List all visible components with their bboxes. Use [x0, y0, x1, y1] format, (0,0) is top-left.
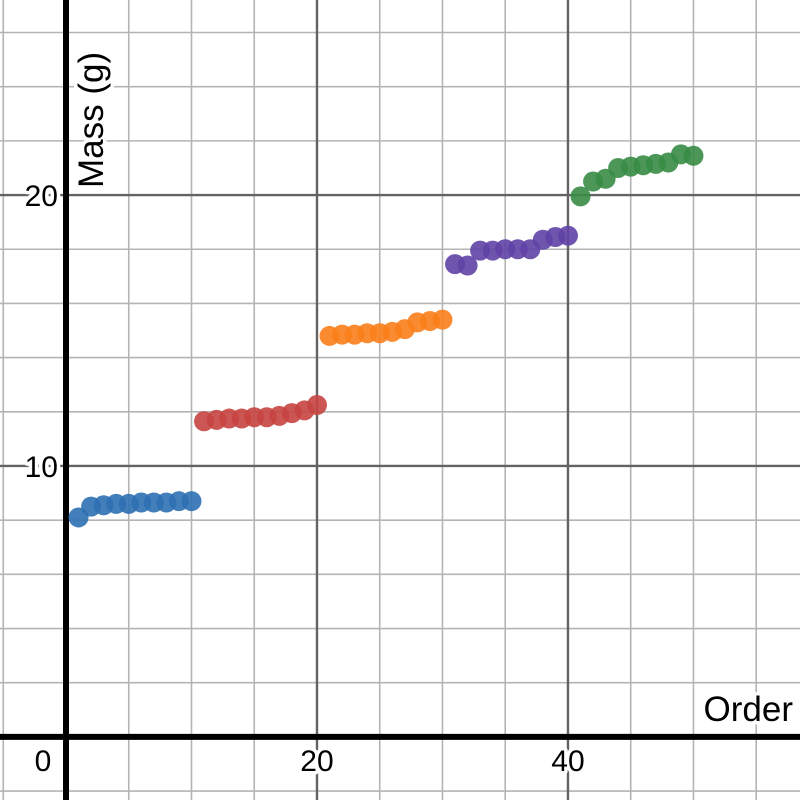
- data-point-cluster-2-red[interactable]: [306, 395, 327, 416]
- data-point-cluster-1-blue[interactable]: [181, 491, 202, 512]
- x-tick-label-40: 40: [551, 745, 584, 778]
- y-axis-title: Mass (g): [72, 52, 111, 188]
- data-point-cluster-5-green[interactable]: [683, 145, 704, 166]
- data-point-cluster-4-purple[interactable]: [557, 225, 578, 246]
- x-axis-title: Order: [704, 690, 794, 729]
- data-point-cluster-3-orange[interactable]: [432, 309, 453, 330]
- x-tick-label-0: 0: [35, 745, 52, 778]
- y-tick-label-20: 20: [25, 180, 58, 213]
- y-tick-label-10: 10: [25, 451, 58, 484]
- data-point-cluster-4-purple[interactable]: [457, 255, 478, 276]
- data-point-cluster-5-green[interactable]: [570, 186, 591, 207]
- x-tick-label-20: 20: [300, 745, 333, 778]
